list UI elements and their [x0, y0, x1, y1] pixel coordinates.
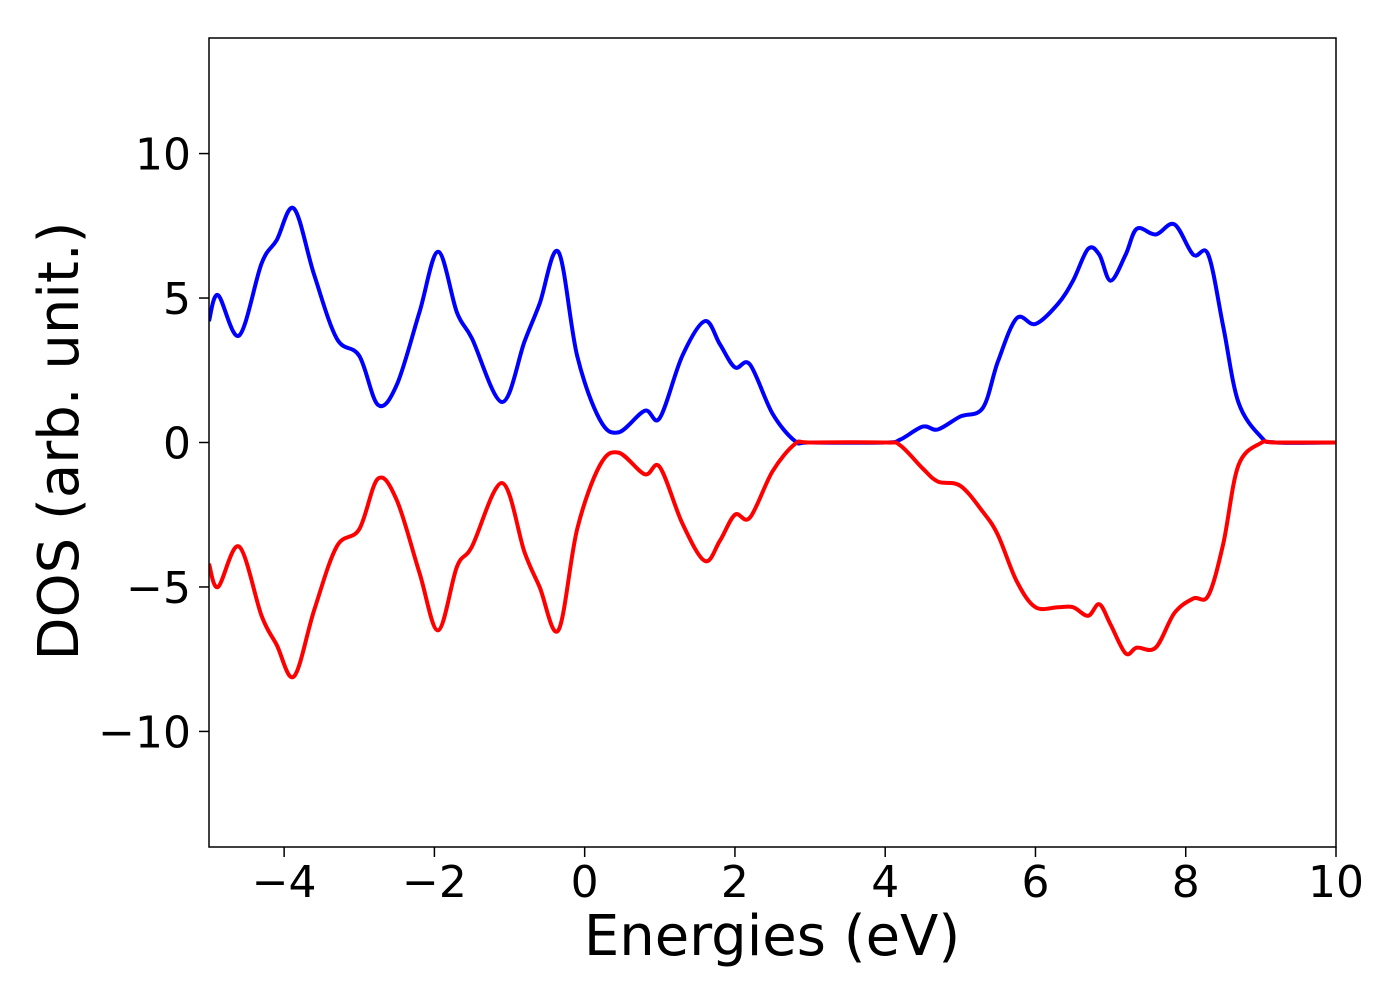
- x-tick-label: 2: [721, 857, 749, 908]
- y-tick-label: 5: [163, 274, 191, 325]
- plot-frame: [208, 37, 1337, 848]
- y-tick-label: −10: [98, 707, 191, 758]
- series-line: [209, 205, 1336, 446]
- x-tick-label: 8: [1172, 857, 1200, 908]
- series-line: [209, 439, 1336, 680]
- x-tick-label: 4: [871, 857, 899, 908]
- x-tick-label: 0: [571, 857, 599, 908]
- x-tick-label: 10: [1308, 857, 1364, 908]
- y-axis-label: DOS (arb. unit.): [27, 221, 92, 660]
- x-tick-label: −2: [402, 857, 467, 908]
- x-tick-label: −4: [252, 857, 317, 908]
- y-tick-label: 0: [163, 419, 191, 470]
- x-tick-label: 6: [1021, 857, 1049, 908]
- y-tick-label: 10: [135, 130, 191, 181]
- y-tick-label: −5: [126, 563, 191, 614]
- x-axis-label: Energies (eV): [584, 904, 960, 969]
